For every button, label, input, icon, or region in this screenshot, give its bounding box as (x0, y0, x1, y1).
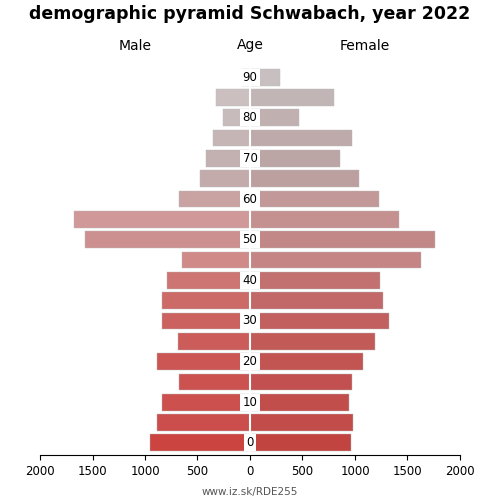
Bar (250, 130, 352, 146)
Bar (178, 333, 250, 349)
Bar (162, 292, 250, 309)
Text: 20: 20 (242, 355, 258, 368)
Bar (242, 69, 250, 86)
Text: 30: 30 (242, 314, 258, 328)
Bar (250, 292, 384, 309)
Text: Male: Male (118, 38, 152, 52)
Bar (250, 434, 351, 451)
Bar (250, 150, 340, 167)
Bar (250, 374, 352, 390)
Bar (74, 211, 250, 228)
Bar (250, 394, 348, 410)
Text: 80: 80 (242, 112, 258, 124)
Text: 10: 10 (242, 396, 258, 408)
Bar (156, 414, 250, 431)
Bar (250, 190, 379, 208)
Text: Age: Age (236, 38, 264, 52)
Text: 50: 50 (242, 233, 258, 246)
Bar (206, 150, 250, 167)
Bar (250, 414, 353, 431)
Bar (178, 374, 250, 390)
Text: 60: 60 (242, 192, 258, 205)
Bar (178, 190, 250, 208)
Bar (85, 232, 250, 248)
Bar (200, 170, 250, 187)
Text: demographic pyramid Schwabach, year 2022: demographic pyramid Schwabach, year 2022 (30, 5, 470, 23)
Bar (250, 211, 399, 228)
Bar (162, 394, 250, 410)
Bar (213, 130, 250, 146)
Bar (162, 312, 250, 330)
Text: 40: 40 (242, 274, 258, 287)
Bar (250, 69, 280, 86)
Text: 70: 70 (242, 152, 258, 165)
Bar (182, 252, 250, 268)
Bar (250, 170, 359, 187)
Bar (250, 312, 388, 330)
Bar (250, 89, 334, 106)
Text: 90: 90 (242, 70, 258, 84)
Bar (216, 89, 250, 106)
Bar (156, 353, 250, 370)
Bar (250, 252, 421, 268)
Bar (250, 353, 364, 370)
Text: Female: Female (340, 38, 390, 52)
Text: 0: 0 (246, 436, 254, 450)
Bar (250, 110, 300, 126)
Bar (250, 333, 375, 349)
Text: www.iz.sk/RDE255: www.iz.sk/RDE255 (202, 488, 298, 498)
Bar (167, 272, 250, 288)
Bar (223, 110, 250, 126)
Bar (250, 232, 435, 248)
Bar (150, 434, 250, 451)
Bar (250, 272, 380, 288)
